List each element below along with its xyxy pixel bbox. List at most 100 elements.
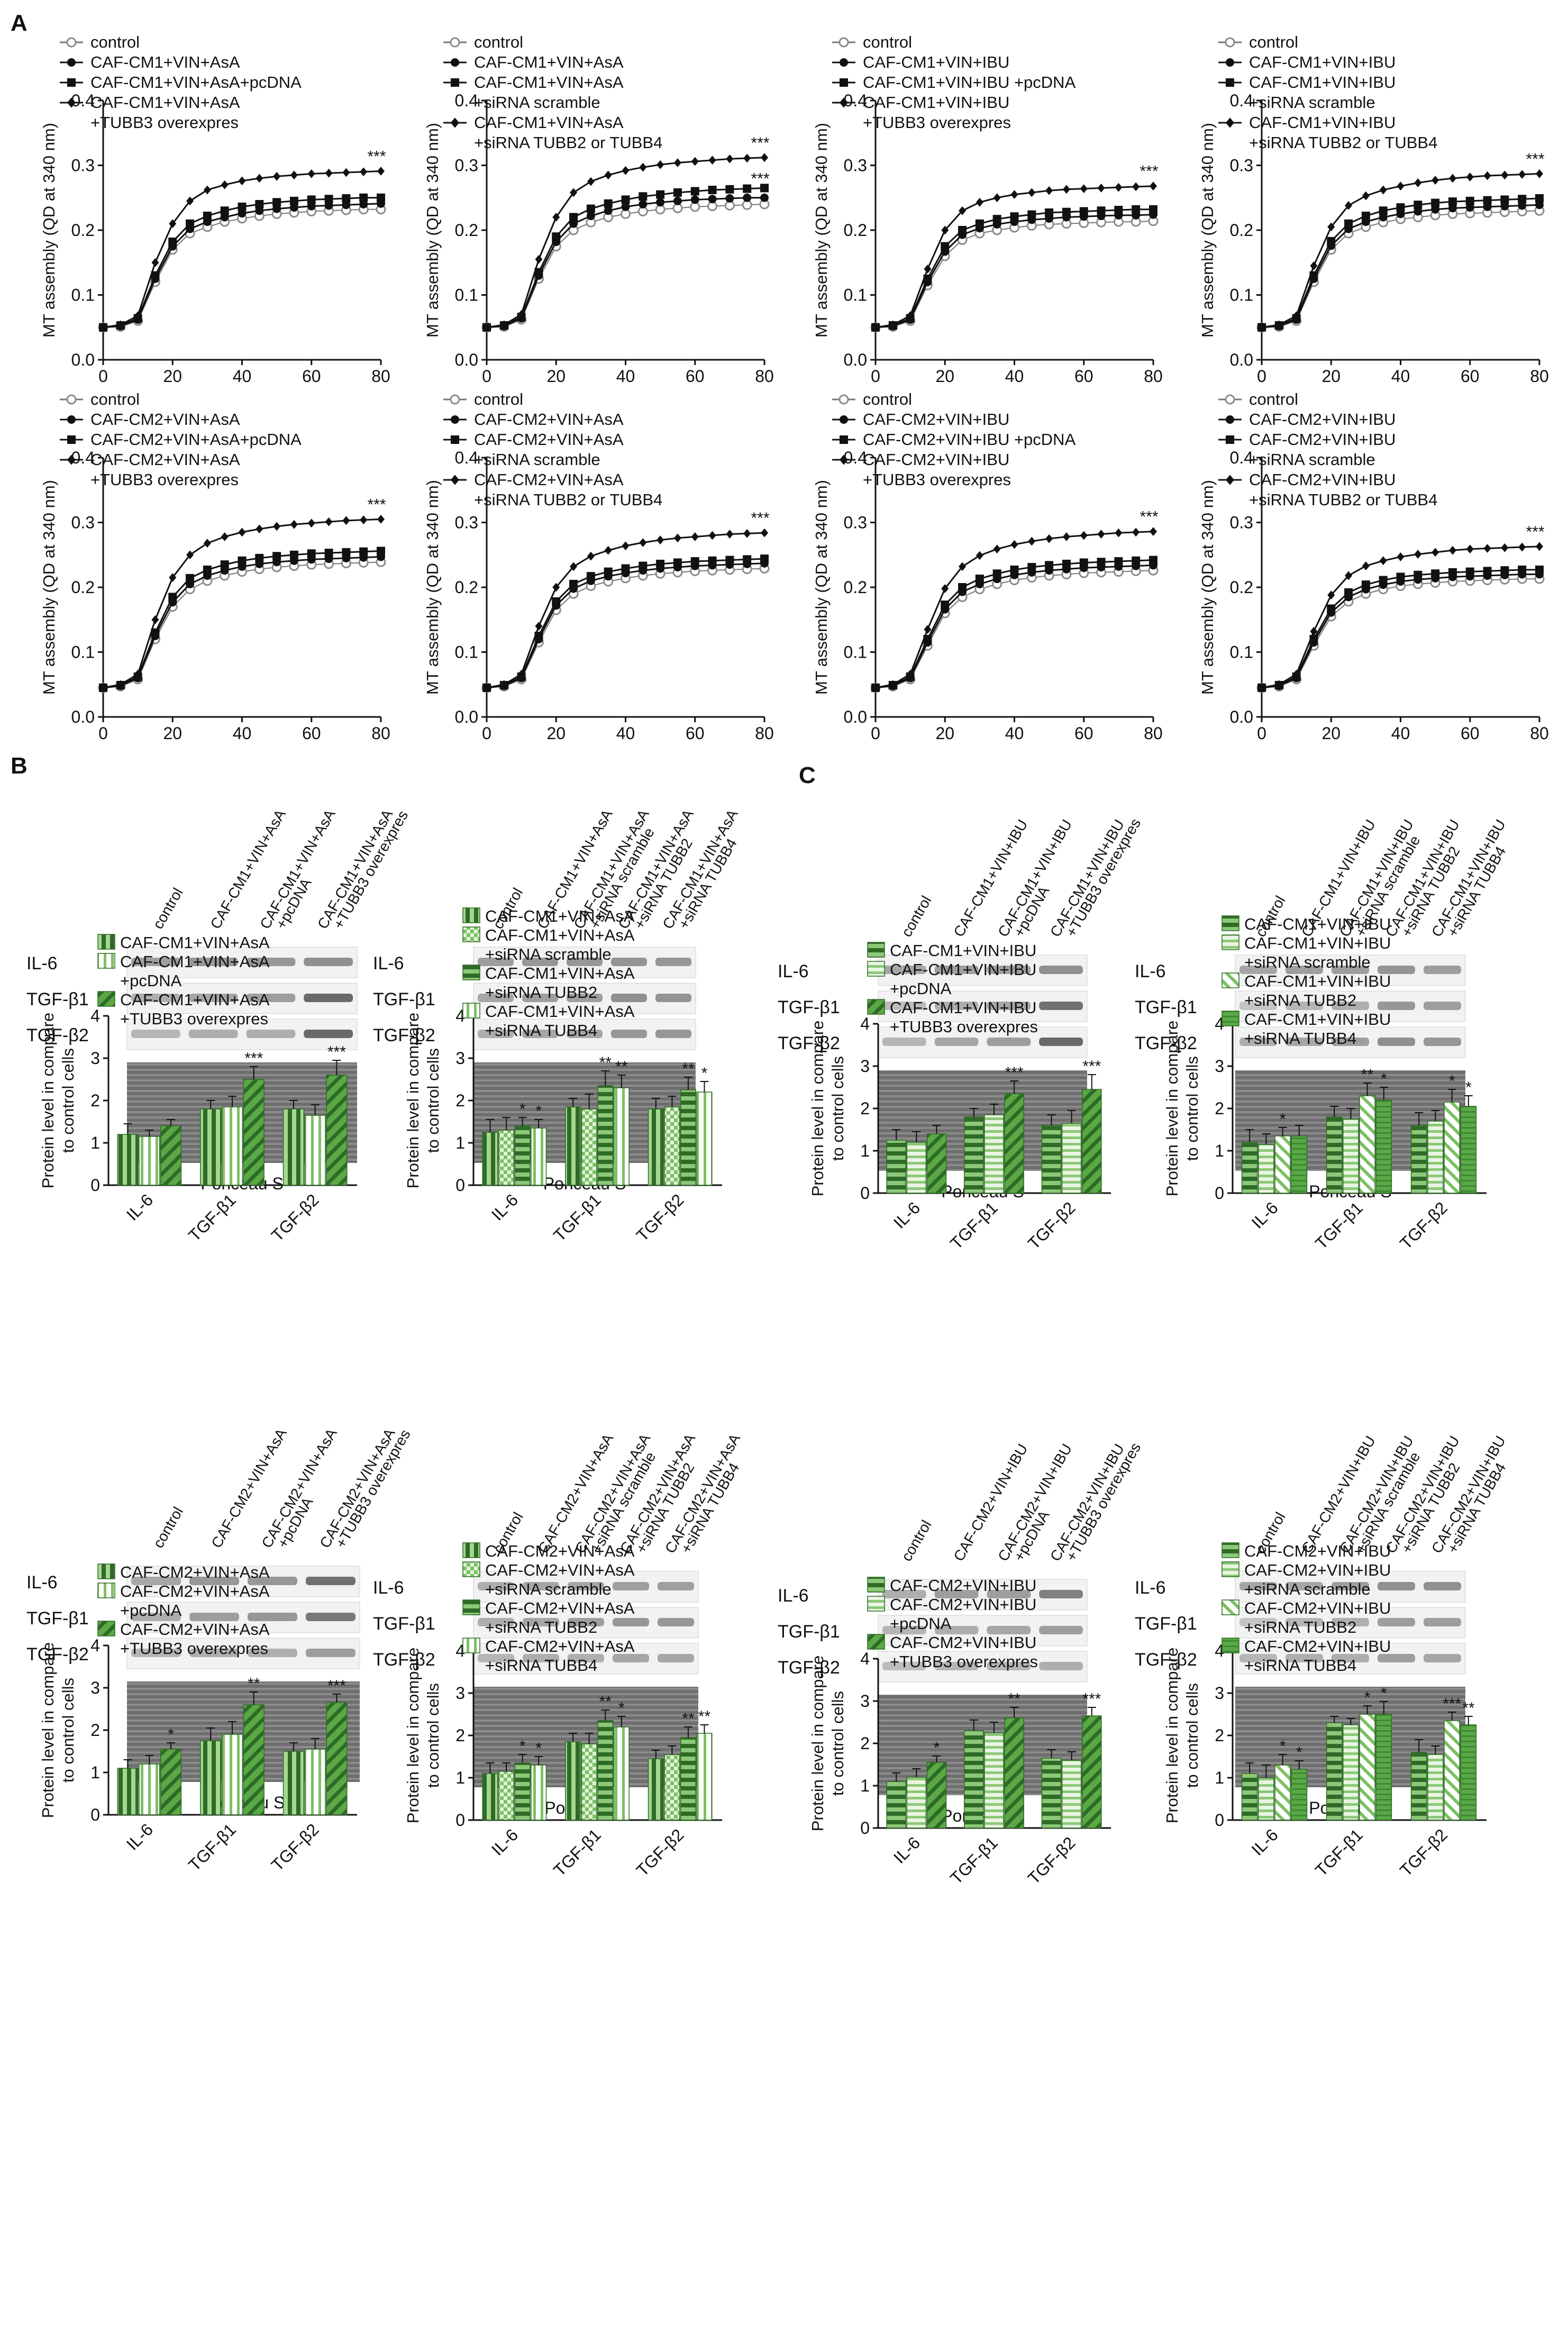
legend-marker xyxy=(60,435,83,444)
data-point xyxy=(1432,176,1439,185)
data-point xyxy=(1097,206,1106,215)
bar xyxy=(1004,1717,1024,1829)
data-point xyxy=(708,195,717,204)
series-1 xyxy=(481,199,770,333)
data-point xyxy=(569,219,578,228)
data-point xyxy=(1010,212,1019,221)
significance-label: * xyxy=(1364,1689,1371,1706)
protein-band xyxy=(478,1582,514,1590)
data-point xyxy=(1132,182,1140,192)
x-tick-label: TGF-β2 xyxy=(1024,1833,1079,1888)
legend-label: CAF-CM1+VIN+IBU xyxy=(1244,1010,1391,1029)
y-tick-label: 0.3 xyxy=(71,513,95,532)
legend-label: CAF-CM1+VIN+AsA xyxy=(485,926,635,944)
significance-label: ** xyxy=(698,1708,711,1725)
significance-label: *** xyxy=(1082,1690,1101,1708)
data-point xyxy=(500,680,508,689)
legend-swatch xyxy=(867,961,885,977)
legend-label: control xyxy=(863,33,912,51)
y-tick-label: 1 xyxy=(1215,1141,1224,1160)
y-tick-label: 0.2 xyxy=(71,221,95,240)
significance-label: * xyxy=(168,1726,174,1743)
bar xyxy=(613,1087,630,1186)
data-point xyxy=(1431,198,1440,207)
x-tick-label: 80 xyxy=(1530,724,1549,743)
data-point xyxy=(552,597,561,606)
protein-band xyxy=(1286,1038,1323,1046)
protein-band xyxy=(131,994,180,1002)
bar xyxy=(984,1114,1004,1194)
bar xyxy=(926,1762,947,1829)
data-point xyxy=(1379,206,1388,215)
data-point xyxy=(1414,201,1423,210)
protein-band xyxy=(1039,1038,1083,1046)
legend-swatch xyxy=(867,999,885,1015)
protein-band xyxy=(1286,1582,1323,1590)
bar xyxy=(117,1134,139,1186)
legend-label: control xyxy=(90,33,140,51)
legend-swatch xyxy=(462,1561,480,1577)
y-tick-label: 2 xyxy=(90,1721,100,1740)
legend-label: CAF-CM2+VIN+AsA xyxy=(474,410,624,429)
significance-label: ** xyxy=(248,1675,260,1693)
bar xyxy=(886,1781,907,1829)
data-point xyxy=(1448,204,1457,213)
data-point xyxy=(1396,572,1405,581)
protein-band xyxy=(658,1654,694,1662)
series-4 xyxy=(99,167,385,332)
data-point xyxy=(1114,206,1123,215)
data-point xyxy=(1150,527,1157,536)
legend-swatch xyxy=(1221,915,1239,931)
series-1 xyxy=(1256,205,1545,333)
data-point xyxy=(289,550,298,559)
legend-label: CAF-CM2+VIN+AsA xyxy=(120,1563,270,1581)
data-point xyxy=(906,669,914,679)
legend-swatch xyxy=(867,1577,885,1593)
data-point xyxy=(639,561,648,570)
data-point xyxy=(360,515,368,524)
legend-label: control xyxy=(1249,33,1298,51)
data-point xyxy=(483,323,490,332)
data-point xyxy=(377,547,385,556)
legend-marker xyxy=(443,475,467,485)
protein-band xyxy=(567,958,603,966)
data-point xyxy=(1518,201,1527,210)
significance-label: *** xyxy=(1139,508,1158,526)
x-tick-label: TGF-β2 xyxy=(1396,1825,1451,1880)
data-point xyxy=(1045,186,1053,195)
legend-swatch xyxy=(462,1638,480,1653)
data-point xyxy=(1414,550,1422,559)
legend-swatch xyxy=(97,934,115,950)
data-point xyxy=(186,196,194,206)
x-tick-label: 0 xyxy=(1257,367,1266,386)
protein-band xyxy=(1378,1582,1415,1590)
bar xyxy=(597,1720,614,1821)
legend-label: +siRNA TUBB2 xyxy=(1244,991,1356,1010)
legend-swatch xyxy=(1221,1011,1239,1026)
x-tick-label: TGF-β1 xyxy=(1311,1198,1366,1253)
y-tick-label: 1 xyxy=(455,1133,465,1152)
legend-swatch xyxy=(1221,1561,1239,1577)
data-point xyxy=(1062,532,1070,541)
y-tick-label: 2 xyxy=(90,1091,100,1110)
protein-band xyxy=(611,958,647,966)
x-tick-label: TGF-β1 xyxy=(550,1825,605,1880)
protein-band xyxy=(1332,1002,1369,1010)
data-point xyxy=(342,516,350,525)
x-tick-label: TGF-β1 xyxy=(185,1820,240,1875)
series-line xyxy=(486,204,765,328)
data-point xyxy=(238,556,247,565)
y-tick-label: 4 xyxy=(860,1649,870,1668)
y-axis-label: MT assembly (QD at 340 nm) xyxy=(423,480,442,695)
protein-band xyxy=(478,994,514,1002)
x-tick-label: TGF-β1 xyxy=(550,1190,605,1245)
band-label: TGF-β2 xyxy=(373,1650,435,1670)
data-point xyxy=(838,394,849,405)
data-point xyxy=(1062,207,1071,216)
mt-chart-7: 0 20 40 60 80 0.0 0.1 0.2 0.3 0.4 MT assembly (QD … xyxy=(812,390,1163,743)
x-tick-label: TGF-β1 xyxy=(1311,1825,1366,1880)
series-line xyxy=(1261,574,1539,689)
bar xyxy=(1291,1769,1308,1821)
bar xyxy=(1274,1135,1291,1194)
